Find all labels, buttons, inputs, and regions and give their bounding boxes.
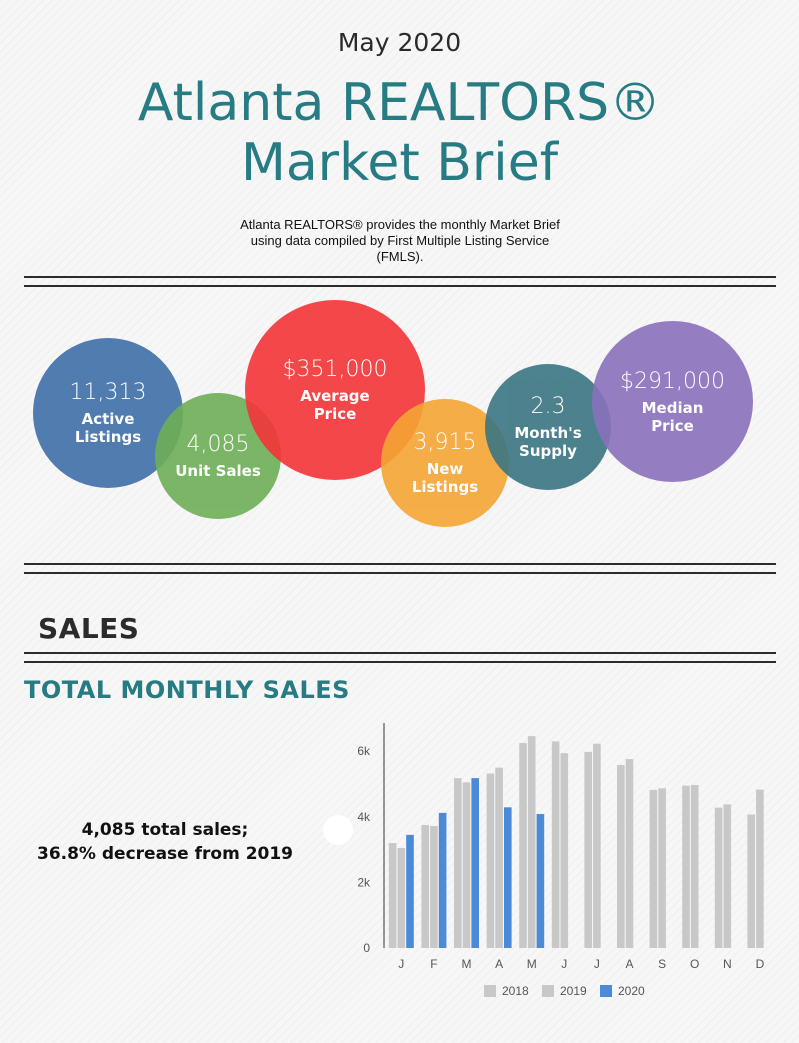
bar-2018-5	[519, 743, 527, 948]
legend-swatch-2020	[600, 985, 612, 997]
bar-2018-9	[649, 789, 658, 948]
bar-2018-1	[388, 843, 397, 948]
x-tick-label: J	[398, 957, 404, 971]
y-tick-label: 0	[363, 941, 370, 955]
stat-label: Average Price	[300, 387, 370, 423]
bar-2019-5	[527, 736, 536, 948]
bar-2018-2	[421, 825, 429, 948]
bar-2018-6	[551, 741, 560, 948]
divider-mid-1	[24, 563, 776, 565]
y-tick-label: 2k	[357, 875, 371, 889]
x-tick-label: A	[625, 957, 633, 971]
bar-2019-11	[723, 804, 732, 948]
stat-label: Active Listings	[74, 410, 142, 446]
x-tick-label: O	[690, 957, 699, 971]
report-title-line1: Atlanta REALTORS®	[137, 73, 662, 133]
monthly-sales-chart: 0 2k 4k 6k J F M A M J J A S O N D 2018 2019 2020	[357, 723, 765, 998]
bar-2020-2	[438, 812, 447, 948]
bar-2019-9	[658, 788, 666, 948]
stat-value: $351,000	[282, 357, 388, 382]
divider-mid-2	[24, 572, 776, 574]
bar-2019-7	[593, 743, 601, 948]
summary-line1: 4,085 total sales;	[81, 820, 249, 840]
bar-2020-4	[504, 807, 512, 948]
bar-2019-10	[690, 785, 699, 948]
chart-heading: TOTAL MONTHLY SALES	[24, 676, 350, 704]
divider-sales-1	[24, 652, 776, 654]
legend-label-2018: 2018	[502, 984, 529, 998]
stat-value: $291,000	[620, 368, 725, 394]
legend-swatch-2018	[484, 985, 496, 997]
bar-2020-3	[471, 778, 479, 948]
summary-line2: 36.8% decrease from 2019	[36, 844, 294, 864]
decorative-dot	[323, 815, 353, 845]
bar-2020-5	[536, 814, 545, 948]
bar-2019-4	[495, 767, 503, 948]
stat-months-supply: 2.3 Month's Supply	[485, 364, 611, 490]
bar-2020-1	[406, 834, 414, 948]
x-tick-label: N	[723, 957, 732, 971]
divider-top-2	[24, 285, 776, 287]
bar-2018-10	[682, 785, 690, 948]
bar-2019-2	[430, 826, 438, 948]
bar-2019-6	[560, 753, 569, 948]
sales-summary: 4,085 total sales; 36.8% decrease from 2…	[30, 818, 300, 866]
report-month: May 2020	[337, 28, 462, 57]
stat-median-price: $291,000 Median Price	[592, 321, 753, 482]
divider-top-1	[24, 276, 776, 278]
bar-2018-11	[714, 807, 723, 948]
x-tick-label: M	[527, 957, 537, 971]
divider-sales-2	[24, 661, 776, 663]
bar-2019-12	[756, 789, 764, 948]
x-tick-label: F	[430, 957, 437, 971]
y-tick-label: 4k	[357, 810, 371, 824]
section-title: SALES	[38, 612, 140, 645]
stat-value: 11,313	[69, 380, 147, 405]
legend-label-2020: 2020	[618, 984, 645, 998]
stat-value: 3,915	[413, 430, 477, 455]
x-tick-label: D	[756, 957, 765, 971]
legend-swatch-2019	[542, 985, 554, 997]
stat-label: Month's Supply	[514, 424, 582, 460]
x-tick-label: A	[495, 957, 503, 971]
bar-2018-8	[617, 765, 625, 948]
legend-label-2019: 2019	[560, 984, 587, 998]
intro-text: Atlanta REALTORS® provides the monthly M…	[240, 217, 560, 264]
stat-value: 4,085	[186, 432, 250, 457]
bar-2019-3	[462, 782, 471, 948]
stat-value: 2.3	[530, 394, 566, 419]
bar-2018-4	[486, 773, 495, 948]
y-tick-label: 6k	[357, 744, 371, 758]
x-tick-label: M	[462, 957, 472, 971]
x-tick-label: S	[658, 957, 666, 971]
bar-2018-7	[584, 751, 592, 948]
x-tick-label: J	[594, 957, 600, 971]
report-title-line2: Market Brief	[240, 133, 559, 193]
bar-2018-12	[747, 814, 755, 948]
bar-2019-8	[625, 759, 634, 948]
stat-label: Unit Sales	[175, 462, 261, 480]
bar-2018-3	[454, 778, 462, 948]
bar-2019-1	[397, 847, 406, 948]
x-tick-label: J	[561, 957, 567, 971]
stat-label: New Listings	[411, 460, 479, 496]
stat-label: Median Price	[641, 398, 704, 435]
